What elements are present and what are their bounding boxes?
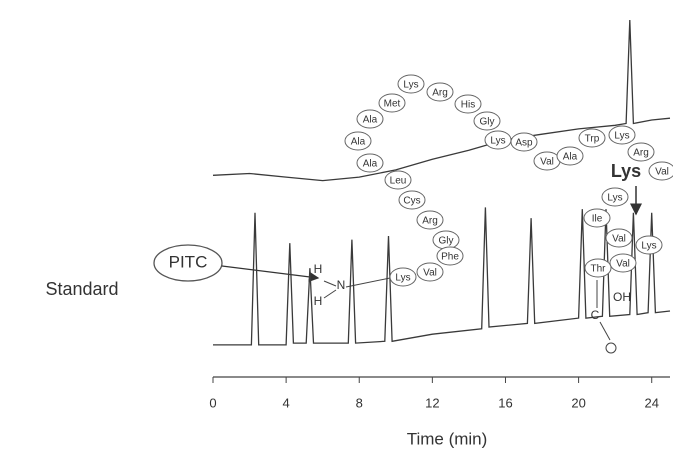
residue-label: Ala bbox=[563, 152, 578, 163]
residue-label: Asp bbox=[515, 138, 533, 149]
oxygen bbox=[605, 342, 617, 354]
bond bbox=[599, 321, 611, 341]
residue-bubble bbox=[416, 210, 444, 230]
residue-label: Phe bbox=[441, 252, 459, 263]
residue-bubble bbox=[398, 190, 426, 210]
residue-bubble bbox=[356, 153, 384, 173]
x-tick-label: 24 bbox=[644, 395, 658, 410]
residue-label: Arg bbox=[633, 148, 649, 159]
residue-bubble bbox=[397, 74, 425, 94]
residue-bubble bbox=[454, 94, 482, 114]
residue-bubble bbox=[556, 146, 584, 166]
residue-bubble bbox=[608, 125, 636, 145]
annotation: H bbox=[314, 294, 323, 308]
residue-label: Lys bbox=[403, 80, 418, 91]
x-tick-label: 8 bbox=[356, 395, 363, 410]
x-tick-label: 20 bbox=[571, 395, 585, 410]
residue-label: Arg bbox=[422, 216, 438, 227]
residue-bubble bbox=[384, 170, 412, 190]
residue-label: Ile bbox=[592, 214, 603, 225]
pitc-arrow bbox=[221, 265, 320, 283]
residue-label: Lys bbox=[614, 131, 629, 142]
residue-label: Val bbox=[655, 167, 669, 178]
x-tick-label: 12 bbox=[425, 395, 439, 410]
x-tick-label: 4 bbox=[283, 395, 290, 410]
residue-bubble bbox=[605, 228, 633, 248]
annotation: PITC bbox=[169, 252, 208, 271]
residue-label: Gly bbox=[439, 236, 454, 247]
residue-bubble bbox=[473, 111, 501, 131]
residue-label: Thr bbox=[591, 264, 607, 275]
residue-bubble bbox=[389, 267, 417, 287]
residue-label: Trp bbox=[585, 134, 600, 145]
residue-bubble bbox=[510, 132, 538, 152]
residue-label: Val bbox=[423, 268, 437, 279]
pitc-bubble bbox=[153, 244, 223, 282]
residue-label: Leu bbox=[390, 176, 407, 187]
x-tick-label: 16 bbox=[498, 395, 512, 410]
residue-bubble bbox=[416, 262, 444, 282]
annotation: C bbox=[591, 308, 600, 322]
residue-label: Ala bbox=[363, 159, 378, 170]
residue-bubble bbox=[584, 258, 612, 278]
residue-bubble bbox=[426, 82, 454, 102]
annotation: OH bbox=[613, 290, 631, 304]
residue-bubble bbox=[609, 253, 637, 273]
residue-label: Ala bbox=[363, 115, 378, 126]
residue-bubble bbox=[601, 187, 629, 207]
residue-bubble bbox=[344, 131, 372, 151]
residue-label: Lys bbox=[641, 241, 656, 252]
x-axis-label: Time (min) bbox=[407, 429, 488, 448]
residue-label: Lys bbox=[607, 193, 622, 204]
x-tick-label: 0 bbox=[209, 395, 216, 410]
residue-label: Val bbox=[612, 234, 626, 245]
residue-label: Met bbox=[384, 99, 401, 110]
residue-bubble bbox=[578, 128, 606, 148]
annotation: Lys bbox=[611, 161, 641, 181]
residue-label: Cys bbox=[403, 196, 420, 207]
residue-bubble bbox=[356, 109, 384, 129]
annotation: N bbox=[337, 278, 346, 292]
bond bbox=[323, 280, 337, 287]
residue-label: Ala bbox=[351, 137, 366, 148]
residue-bubble bbox=[583, 208, 611, 228]
bond bbox=[323, 289, 337, 299]
residue-label: Lys bbox=[490, 136, 505, 147]
annotation: Standard bbox=[45, 279, 118, 299]
residue-label: His bbox=[461, 100, 475, 111]
residue-label: Arg bbox=[432, 88, 448, 99]
residue-bubble bbox=[648, 161, 673, 181]
residue-label: Lys bbox=[395, 273, 410, 284]
residue-label: Gly bbox=[480, 117, 495, 128]
residue-bubble bbox=[635, 235, 663, 255]
residue-bubble bbox=[378, 93, 406, 113]
residue-label: Val bbox=[616, 259, 630, 270]
residue-bubble bbox=[627, 142, 655, 162]
residue-label: Val bbox=[540, 157, 554, 168]
residue-bubble bbox=[436, 246, 464, 266]
bond bbox=[345, 277, 391, 288]
trace bbox=[213, 207, 671, 346]
annotation: H bbox=[314, 262, 323, 276]
